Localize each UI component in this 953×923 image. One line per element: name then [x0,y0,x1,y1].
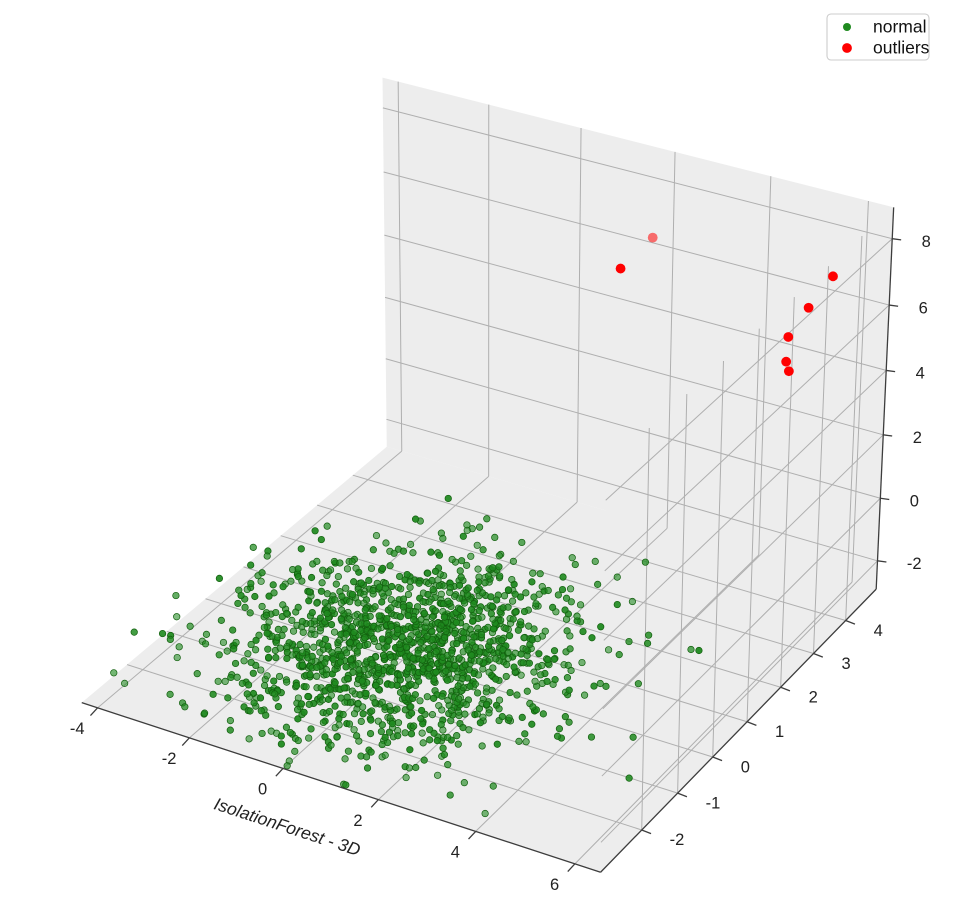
svg-text:1: 1 [775,723,784,741]
svg-text:-4: -4 [70,720,85,738]
svg-text:-1: -1 [706,794,721,812]
svg-text:-2: -2 [907,555,922,573]
svg-text:-2: -2 [162,750,177,768]
svg-text:6: 6 [919,299,928,317]
svg-text:0: 0 [258,781,267,799]
svg-text:0: 0 [741,758,750,776]
svg-text:4: 4 [916,365,925,383]
svg-text:0: 0 [910,493,919,511]
svg-text:2: 2 [809,689,818,707]
svg-text:2: 2 [353,812,362,830]
svg-text:6: 6 [550,876,559,894]
svg-text:outliers: outliers [873,38,930,58]
svg-text:3: 3 [841,655,850,673]
svg-text:2: 2 [913,429,922,447]
svg-text:-2: -2 [670,831,685,849]
svg-text:normal: normal [873,17,927,37]
svg-text:4: 4 [451,844,460,862]
svg-text:4: 4 [874,622,883,640]
svg-text:8: 8 [922,233,931,251]
